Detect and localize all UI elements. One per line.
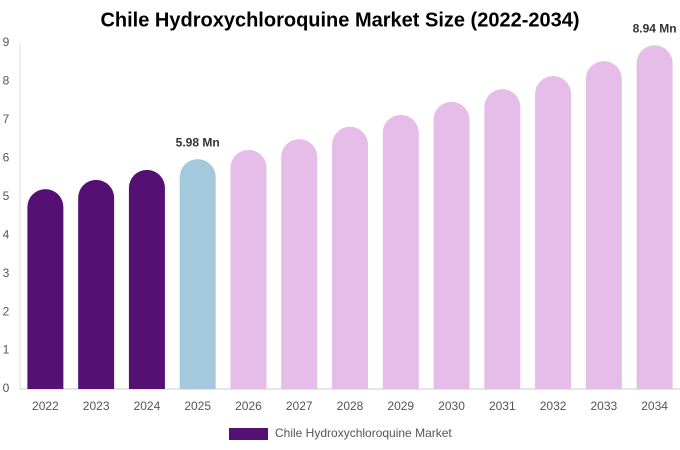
chart-title: Chile Hydroxychloroquine Market Size (20… bbox=[100, 9, 579, 31]
bar bbox=[332, 126, 368, 389]
x-tick-label: 2026 bbox=[235, 399, 262, 413]
y-tick-label: 7 bbox=[3, 112, 10, 126]
y-tick-label: 6 bbox=[3, 151, 10, 165]
bar bbox=[281, 139, 318, 389]
y-tick-label: 1 bbox=[3, 343, 10, 357]
x-tick-label: 2022 bbox=[32, 399, 59, 413]
x-tick-label: 2030 bbox=[438, 399, 465, 413]
x-tick-label: 2034 bbox=[641, 399, 668, 413]
x-tick-label: 2031 bbox=[489, 399, 516, 413]
bar bbox=[179, 159, 216, 389]
x-tick-label: 2033 bbox=[590, 399, 617, 413]
legend-swatch bbox=[229, 428, 268, 440]
y-tick-label: 4 bbox=[3, 227, 10, 241]
y-tick-label: 0 bbox=[3, 381, 10, 395]
y-tick-label: 5 bbox=[3, 189, 10, 203]
x-tick-label: 2023 bbox=[83, 399, 110, 413]
bar bbox=[382, 114, 419, 389]
bar bbox=[636, 45, 673, 389]
x-tick-label: 2029 bbox=[387, 399, 414, 413]
x-tick-label: 2028 bbox=[337, 399, 364, 413]
x-tick-label: 2027 bbox=[286, 399, 313, 413]
data-label: 8.94 Mn bbox=[633, 21, 677, 35]
y-tick-label: 2 bbox=[3, 304, 10, 318]
x-tick-label: 2032 bbox=[540, 399, 567, 413]
y-tick-label: 9 bbox=[3, 35, 10, 49]
y-tick-label: 8 bbox=[3, 74, 10, 88]
bar bbox=[78, 179, 115, 389]
bar bbox=[535, 76, 572, 389]
bar bbox=[230, 149, 267, 389]
x-tick-label: 2024 bbox=[134, 399, 161, 413]
bar bbox=[128, 169, 165, 389]
bar bbox=[484, 89, 521, 389]
bar bbox=[27, 189, 64, 389]
y-tick-label: 3 bbox=[3, 266, 10, 280]
data-label: 5.98 Mn bbox=[176, 135, 220, 149]
x-tick-label: 2025 bbox=[184, 399, 211, 413]
bar bbox=[585, 61, 622, 390]
bar bbox=[433, 101, 470, 389]
legend-label: Chile Hydroxychloroquine Market bbox=[275, 426, 452, 440]
